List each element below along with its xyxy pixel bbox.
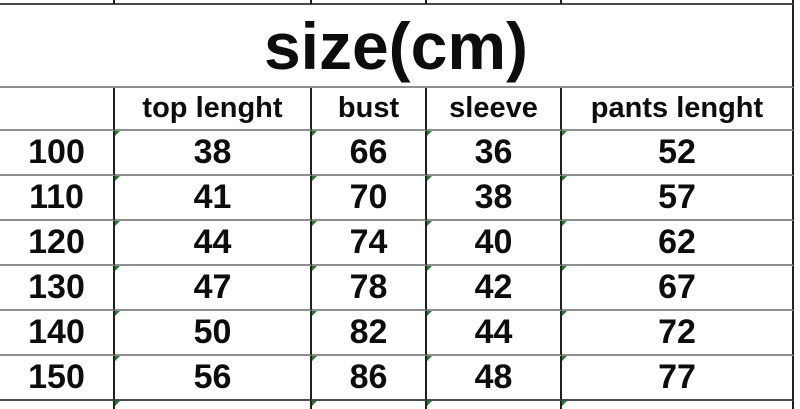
size-cell: 140 [0, 311, 115, 356]
value-cell: 52 [562, 131, 794, 176]
cut-off-bottom-cell [562, 401, 794, 409]
size-cell: 120 [0, 221, 115, 266]
size-cell: 100 [0, 131, 115, 176]
cut-off-top-cell [0, 0, 115, 5]
value-cell: 82 [312, 311, 427, 356]
value-cell: 38 [427, 176, 562, 221]
cell-value: 50 [193, 313, 232, 351]
green-corner-flag-icon [427, 356, 432, 361]
value-cell: 48 [427, 356, 562, 401]
green-corner-flag-icon [115, 131, 120, 136]
value-cell: 36 [427, 131, 562, 176]
cut-off-bottom-cell [115, 401, 312, 409]
cell-value: 44 [193, 223, 232, 261]
cell-value: 44 [474, 313, 513, 351]
value-cell: 62 [562, 221, 794, 266]
green-corner-flag-icon [115, 266, 120, 271]
size-cell: 150 [0, 356, 115, 401]
cell-value: 38 [474, 178, 513, 216]
cell-value: 40 [474, 223, 513, 261]
value-cell: 77 [562, 356, 794, 401]
cell-value: 36 [474, 133, 513, 171]
value-cell: 41 [115, 176, 312, 221]
cell-value: 56 [193, 358, 232, 396]
value-cell: 47 [115, 266, 312, 311]
cell-value: 42 [474, 268, 513, 306]
green-corner-flag-icon [115, 176, 120, 181]
cell-value: 77 [658, 358, 696, 396]
cell-value: 67 [658, 268, 696, 306]
cell-value: 82 [349, 313, 388, 351]
green-corner-flag-icon [562, 401, 567, 406]
header-cell-pants-lenght: pants lenght [562, 88, 794, 131]
green-corner-flag-icon [562, 266, 567, 271]
green-corner-flag-icon [427, 401, 432, 406]
green-corner-flag-icon [312, 221, 317, 226]
cell-value: 66 [349, 133, 388, 171]
header-cell-sleeve: sleeve [427, 88, 562, 131]
value-cell: 57 [562, 176, 794, 221]
value-cell: 38 [115, 131, 312, 176]
value-cell: 66 [312, 131, 427, 176]
value-cell: 70 [312, 176, 427, 221]
cell-value: 41 [193, 178, 232, 216]
value-cell: 67 [562, 266, 794, 311]
green-corner-flag-icon [427, 266, 432, 271]
cut-off-top-cell [427, 0, 562, 5]
cell-value: 78 [349, 268, 388, 306]
cell-value: 38 [193, 133, 232, 171]
value-cell: 78 [312, 266, 427, 311]
header-cell-top-lenght: top lenght [115, 88, 312, 131]
green-corner-flag-icon [312, 401, 317, 406]
cut-off-top-cell [115, 0, 312, 5]
cell-value: 47 [193, 268, 232, 306]
green-corner-flag-icon [562, 176, 567, 181]
table-title: size(cm) [0, 5, 794, 88]
cell-value: 72 [658, 313, 696, 351]
size-cell: 130 [0, 266, 115, 311]
cell-value: 48 [474, 358, 513, 396]
green-corner-flag-icon [427, 131, 432, 136]
cut-off-bottom-cell [427, 401, 562, 409]
green-corner-flag-icon [562, 311, 567, 316]
green-corner-flag-icon [115, 356, 120, 361]
value-cell: 42 [427, 266, 562, 311]
green-corner-flag-icon [562, 221, 567, 226]
value-cell: 40 [427, 221, 562, 266]
value-cell: 50 [115, 311, 312, 356]
cell-value: 57 [658, 178, 696, 216]
cell-value: 70 [349, 178, 388, 216]
cell-value: 62 [658, 223, 696, 261]
green-corner-flag-icon [115, 401, 120, 406]
cut-off-top-cell [312, 0, 427, 5]
green-corner-flag-icon [312, 131, 317, 136]
cut-off-bottom-cell [0, 401, 115, 409]
green-corner-flag-icon [312, 356, 317, 361]
value-cell: 44 [115, 221, 312, 266]
green-corner-flag-icon [562, 356, 567, 361]
green-corner-flag-icon [427, 221, 432, 226]
value-cell: 72 [562, 311, 794, 356]
cut-off-top-cell [562, 0, 794, 5]
green-corner-flag-icon [115, 311, 120, 316]
cell-value: 52 [658, 133, 696, 171]
cell-value: 74 [349, 223, 388, 261]
green-corner-flag-icon [562, 131, 567, 136]
value-cell: 56 [115, 356, 312, 401]
cut-off-bottom-cell [312, 401, 427, 409]
value-cell: 44 [427, 311, 562, 356]
header-cell-size [0, 88, 115, 131]
header-cell-bust: bust [312, 88, 427, 131]
green-corner-flag-icon [312, 266, 317, 271]
cell-value: 86 [349, 358, 388, 396]
green-corner-flag-icon [312, 311, 317, 316]
value-cell: 86 [312, 356, 427, 401]
green-corner-flag-icon [427, 176, 432, 181]
green-corner-flag-icon [115, 221, 120, 226]
green-corner-flag-icon [312, 176, 317, 181]
value-cell: 74 [312, 221, 427, 266]
size-cell: 110 [0, 176, 115, 221]
green-corner-flag-icon [427, 311, 432, 316]
